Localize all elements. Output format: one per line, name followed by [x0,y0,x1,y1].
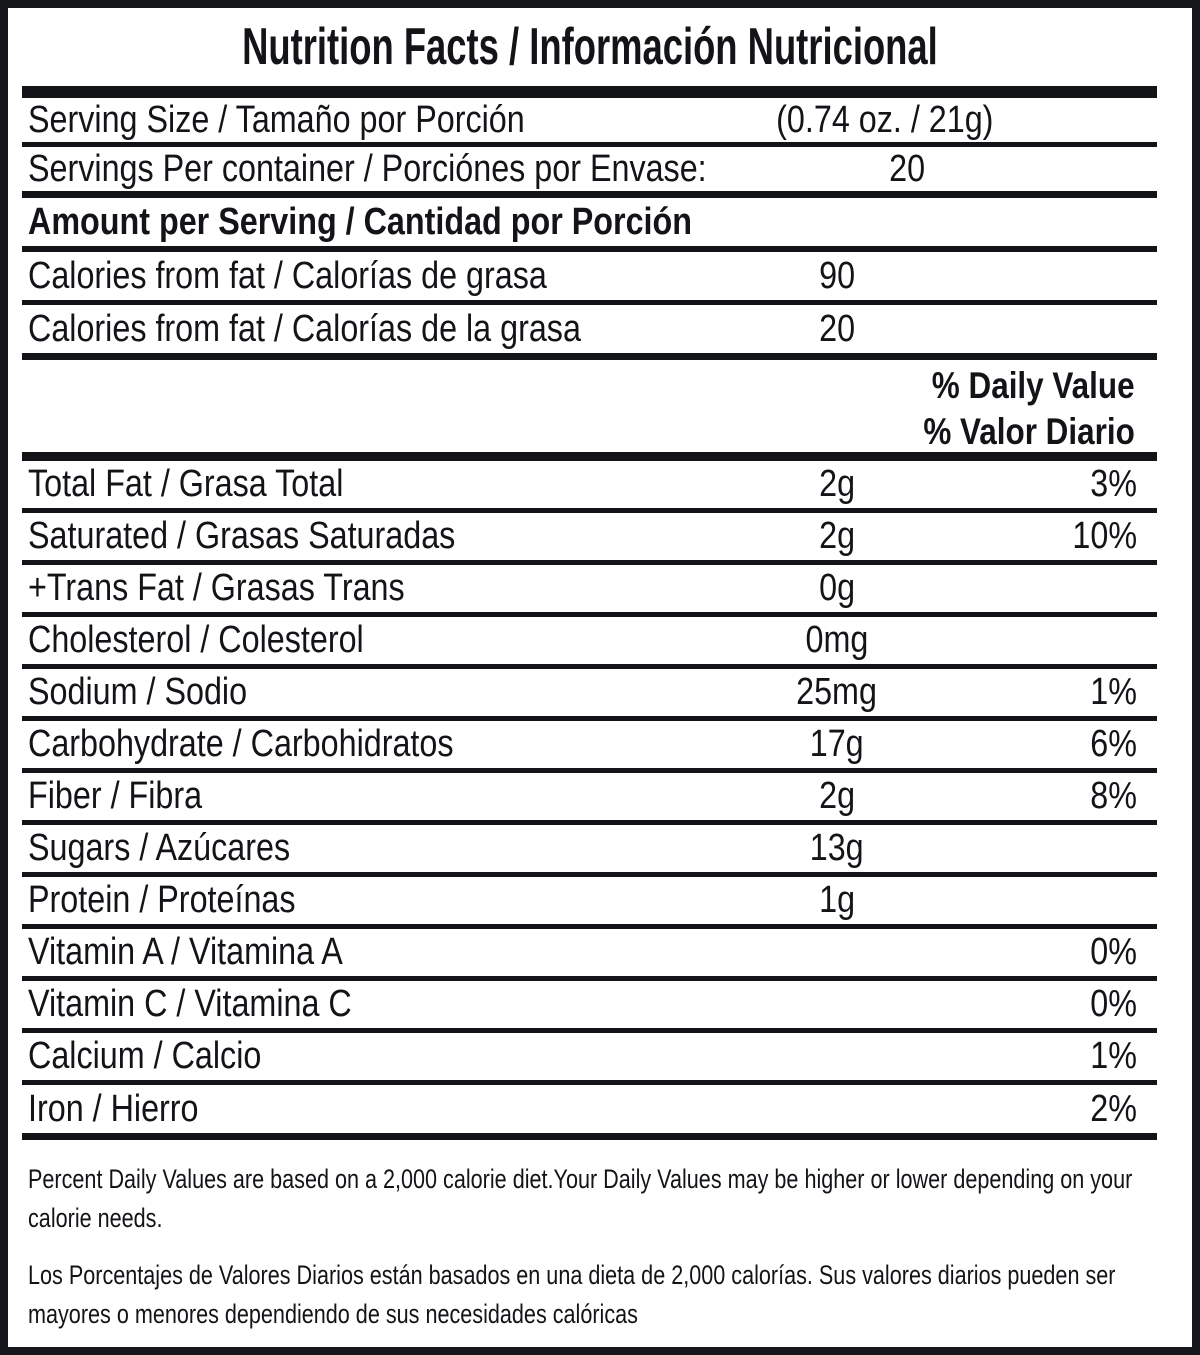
footnote-en-line-2: calorie needs. [28,1203,163,1233]
row-iron: Iron / Hierro 2% [22,1085,1157,1140]
row-trans-fat: +Trans Fat / Grasas Trans 0g [22,565,1157,617]
nutrient-amount: 17g [810,723,864,765]
nutrient-label: Total Fat / Grasa Total [28,463,344,505]
calories-value: 90 [819,254,855,297]
footnote-es-line-1: Los Porcentajes de Valores Diarios están… [28,1260,1116,1290]
nutrient-daily-value: 3% [1090,463,1137,505]
nutrient-label: Saturated / Grasas Saturadas [28,515,456,557]
nutrient-daily-value: 8% [1090,775,1137,817]
footnote-spanish: Los Porcentajes de Valores Diarios están… [28,1256,1157,1334]
nutrient-amount: 2g [819,463,855,505]
nutrient-label: Iron / Hierro [28,1087,199,1130]
nutrient-daily-value: 1% [1090,671,1137,713]
nutrient-daily-value: 0% [1090,983,1137,1025]
nutrient-label: Protein / Proteínas [28,879,296,921]
row-carbohydrate: Carbohydrate / Carbohidratos 17g 6% [22,721,1157,773]
row-fiber: Fiber / Fibra 2g 8% [22,773,1157,825]
row-total-fat: Total Fat / Grasa Total 2g 3% [22,461,1157,513]
row-sugars: Sugars / Azúcares 13g [22,825,1157,877]
nutrient-label: Fiber / Fibra [28,775,203,817]
serving-size-value: (0.74 oz. / 21g) [775,98,994,141]
nutrient-daily-value: 1% [1090,1035,1137,1077]
nutrient-label: +Trans Fat / Grasas Trans [28,567,405,609]
row-cholesterol: Cholesterol / Colesterol 0mg [22,617,1157,669]
nutrient-daily-value: 6% [1090,723,1137,765]
nutrient-label: Carbohydrate / Carbohidratos [28,723,454,765]
servings-per-container-label: Servings Per container / Porciónes por E… [28,147,707,190]
nutrient-label: Sugars / Azúcares [28,827,291,869]
footnote-en-line-1: Percent Daily Values are based on a 2,00… [28,1164,1133,1194]
label-title-area: Nutrition Facts / Información Nutriciona… [22,8,1157,86]
nutrient-amount: 0g [819,567,855,609]
row-saturated-fat: Saturated / Grasas Saturadas 2g 10% [22,513,1157,565]
nutrient-amount: 25mg [796,671,878,713]
nutrient-label: Vitamin C / Vitamina C [28,983,352,1025]
footnote-english: Percent Daily Values are based on a 2,00… [28,1160,1157,1238]
label-title: Nutrition Facts / Información Nutriciona… [241,18,938,76]
calories-from-fat-label: Calories from fat / Calorías de la grasa [28,307,581,350]
footnotes: Percent Daily Values are based on a 2,00… [22,1140,1157,1334]
daily-value-header-en: % Daily Value [932,365,1135,406]
row-calories-from-fat-1: Calories from fat / Calorías de grasa 90 [22,252,1157,305]
nutrient-amount: 2g [819,515,855,557]
nutrient-amount: 13g [810,827,864,869]
calories-from-fat-value: 20 [819,307,855,350]
nutrient-label: Cholesterol / Colesterol [28,619,364,661]
nutrient-amount: 2g [819,775,855,817]
row-protein: Protein / Proteínas 1g [22,877,1157,929]
title-divider-bar [22,86,1157,98]
daily-value-header-es: % Valor Diario [923,411,1135,452]
nutrient-label: Calcium / Calcio [28,1035,262,1077]
serving-size-label: Serving Size / Tamaño por Porción [28,98,525,141]
nutrient-amount: 0mg [805,619,869,661]
row-vitamin-c: Vitamin C / Vitamina C 0% [22,981,1157,1033]
footnote-es-line-2: mayores o menores dependiendo de sus nec… [28,1299,638,1329]
nutrient-daily-value: 10% [1072,515,1137,557]
servings-per-container-value: 20 [888,147,925,190]
row-amount-per-serving-header: Amount per Serving / Cantidad por Porció… [22,198,1157,252]
nutrient-label: Vitamin A / Vitamina A [28,931,343,973]
row-sodium: Sodium / Sodio 25mg 1% [22,669,1157,721]
calories-label: Calories from fat / Calorías de grasa [28,254,547,297]
nutrient-amount: 1g [819,879,855,921]
nutrient-daily-value: 0% [1090,931,1137,973]
nutrient-label: Sodium / Sodio [28,671,248,713]
nutrient-daily-value: 2% [1090,1087,1137,1130]
row-calcium: Calcium / Calcio 1% [22,1033,1157,1085]
row-daily-value-header-en: % Daily Value [22,360,1157,412]
row-vitamin-a: Vitamin A / Vitamina A 0% [22,929,1157,981]
row-daily-value-header-es: % Valor Diario [22,411,1157,461]
row-servings-per-container: Servings Per container / Porciónes por E… [22,147,1157,198]
row-calories-from-fat-2: Calories from fat / Calorías de la grasa… [22,305,1157,360]
amount-per-serving-header: Amount per Serving / Cantidad por Porció… [28,200,692,243]
row-serving-size: Serving Size / Tamaño por Porción (0.74 … [22,98,1157,147]
